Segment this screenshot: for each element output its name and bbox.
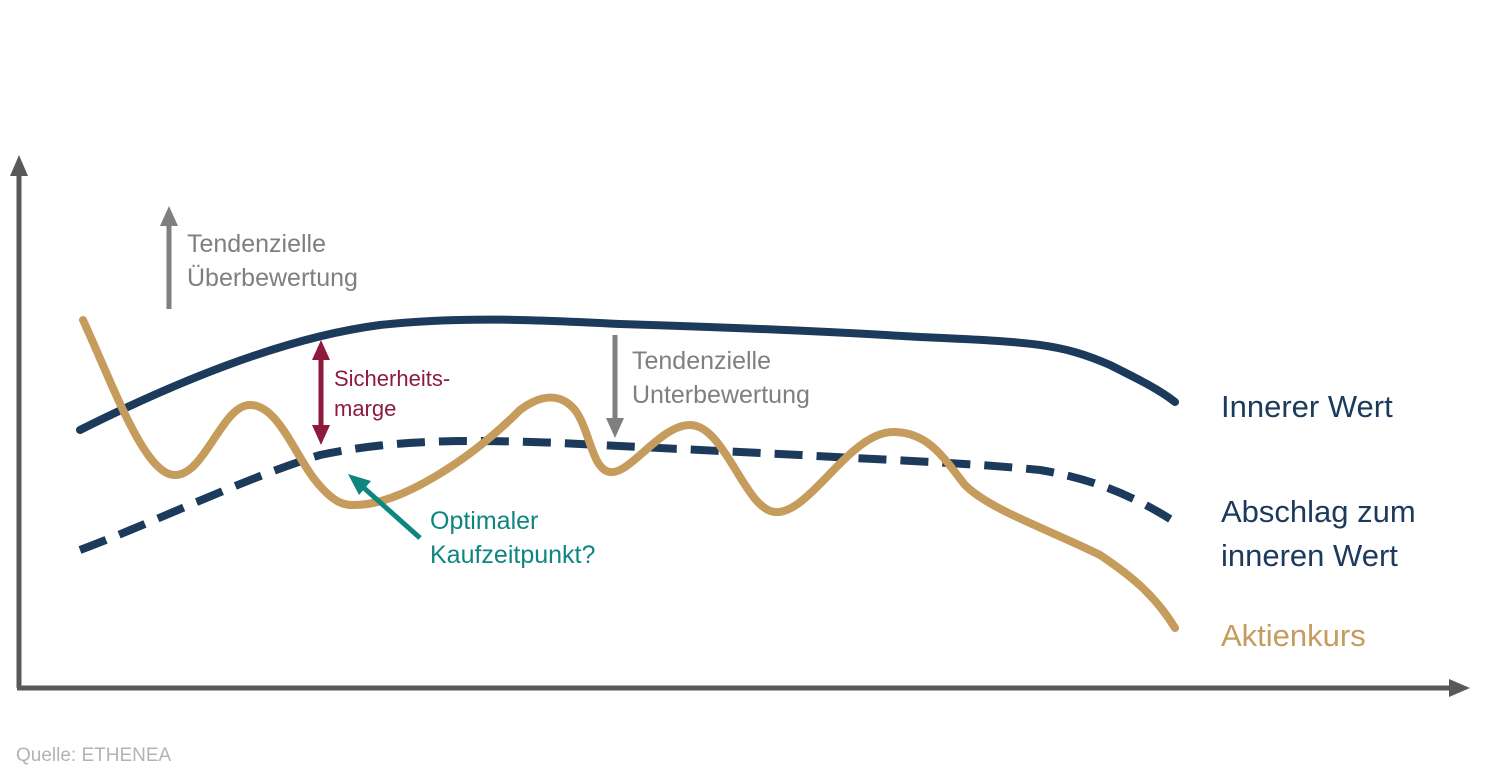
undervaluation-label: Tendenzielle Unterbewertung [632,345,810,413]
share-price-line [79,316,1179,632]
discount-line [78,436,1178,554]
optimal-buy-label-line2: Kaufzeitpunkt? [430,540,596,569]
safety-margin-arrowhead-top [312,340,330,360]
legend-discount-line1: Abschlag zum [1221,494,1416,529]
undervaluation-label-line2: Unterbewertung [632,380,810,409]
undervaluation-arrowhead [606,418,624,438]
source-note: Quelle: ETHENEA [16,745,172,766]
optimal-buy-arrowhead [348,474,371,495]
optimal-buy-label: Optimaler Kaufzeitpunkt? [430,505,595,573]
overvaluation-label: Tendenzielle Überbewertung [187,228,358,296]
safety-margin-arrowhead-bottom [312,425,330,445]
x-axis-arrowhead [1449,679,1470,697]
overvaluation-label-line1: Tendenzielle [187,230,326,258]
overvaluation-label-line2: Überbewertung [187,263,358,292]
safety-margin-label-line2: marge [334,395,397,421]
safety-margin-label: Sicherheits- marge [334,364,450,423]
intrinsic-value-line [76,315,1179,434]
legend-intrinsic-value: Innerer Wert [1221,389,1393,424]
optimal-buy-arrow [362,486,422,540]
legend-discount: Abschlag zum inneren Wert [1221,490,1416,578]
y-axis-arrowhead [10,155,28,176]
safety-margin-label-line1: Sicherheits- [334,366,451,391]
legend-discount-line2: inneren Wert [1221,538,1398,574]
optimal-buy-label-line1: Optimaler [430,507,539,535]
undervaluation-label-line1: Tendenzielle [632,347,771,375]
legend-share-price: Aktienkurs [1221,618,1366,653]
overvaluation-arrowhead [160,206,178,226]
